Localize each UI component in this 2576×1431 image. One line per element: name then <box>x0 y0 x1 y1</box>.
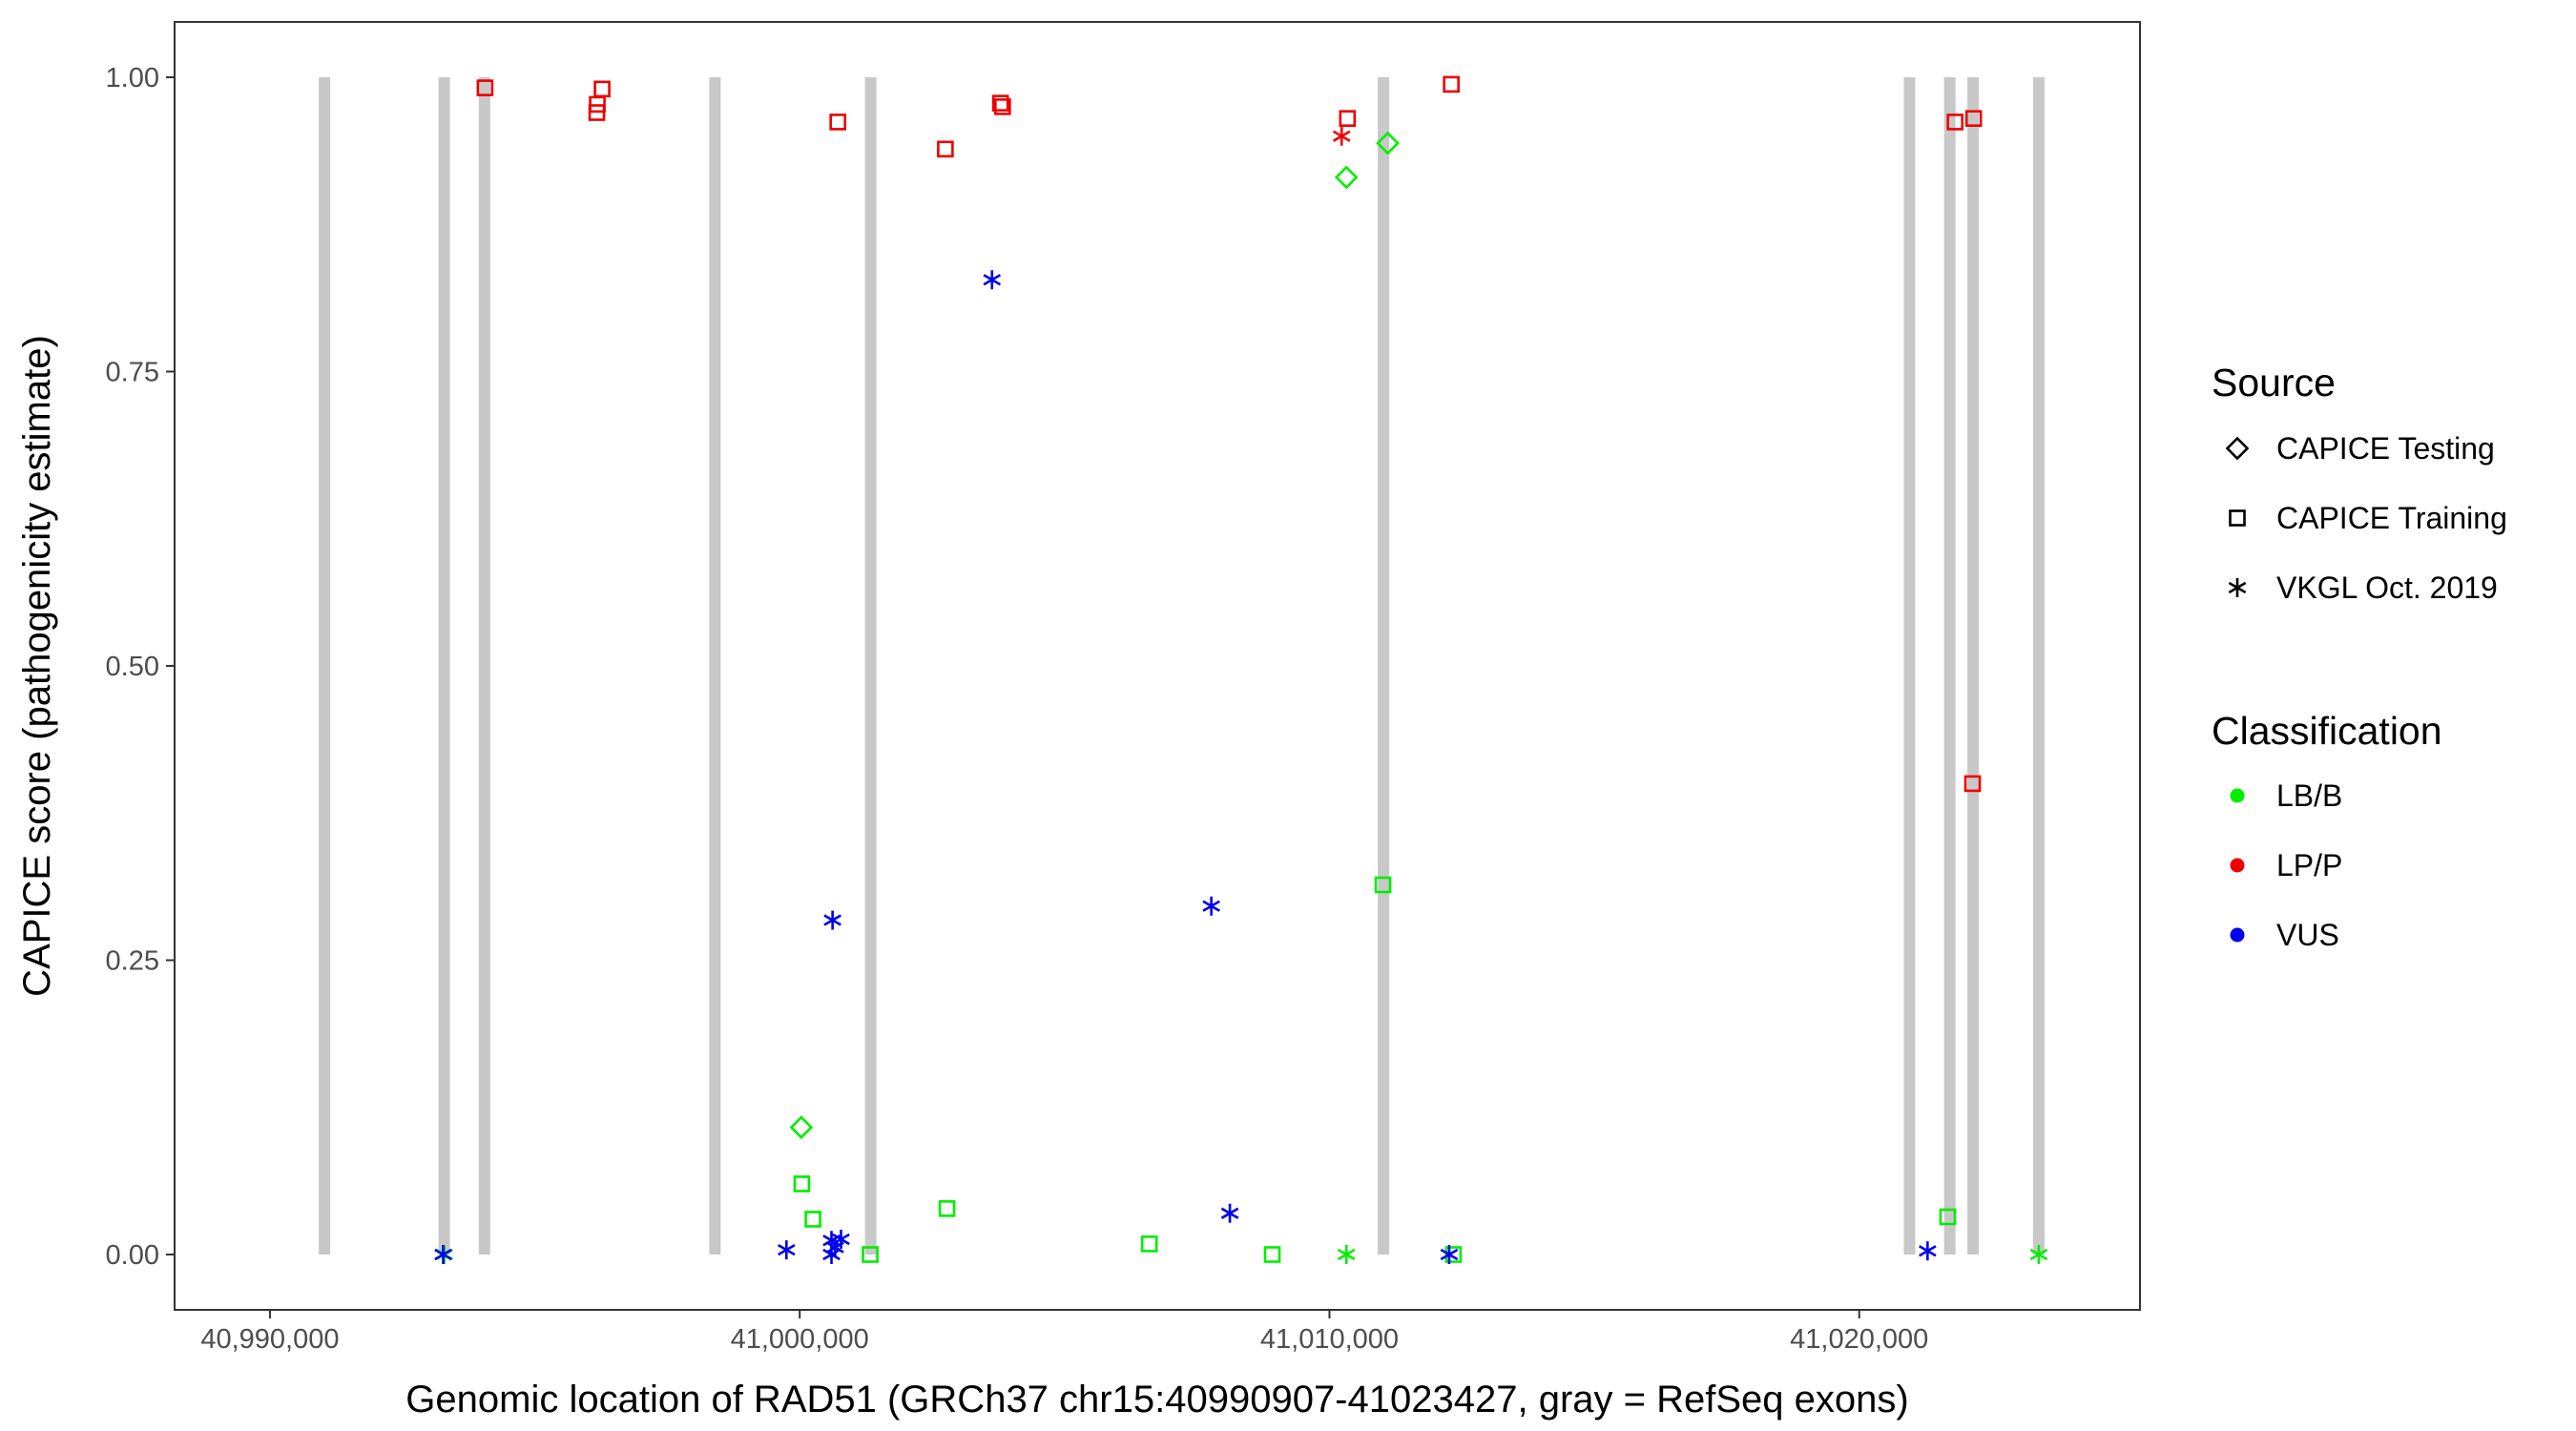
data-point <box>1964 110 1983 127</box>
legend-key-color <box>2230 858 2245 873</box>
legend-title-classification: Classification <box>2212 709 2442 753</box>
data-point <box>2029 1245 2048 1264</box>
exon-band <box>2032 76 2045 1255</box>
data-point <box>1220 1203 1239 1223</box>
legend-label-classification: VUS <box>2276 918 2339 952</box>
legend-key-color <box>2230 927 2245 943</box>
data-point <box>1334 165 1359 190</box>
data-point <box>1263 1246 1281 1263</box>
exon-bands <box>319 76 2045 1255</box>
x-tick-label: 41,000,000 <box>731 1324 869 1355</box>
data-point <box>1963 775 1982 793</box>
exon-band <box>478 76 490 1255</box>
exon-band <box>709 76 721 1255</box>
data-point <box>823 910 841 930</box>
legend: Source CAPICE Testing CAPICE Training VKGL… <box>2212 361 2507 952</box>
y-axis-title: CAPICE score (pathogenicity estimate) <box>16 335 58 997</box>
legend-title-source: Source <box>2212 361 2336 404</box>
data-point <box>434 1245 452 1264</box>
legend-key-diamond <box>2225 436 2250 461</box>
data-point <box>994 98 1011 115</box>
data-point <box>1376 131 1400 156</box>
data-point <box>826 1237 844 1257</box>
x-tick-label: 40,990,000 <box>200 1324 339 1355</box>
exon-band <box>319 76 331 1255</box>
legend-label-source: CAPICE Testing <box>2276 431 2495 466</box>
y-axis: 0.00 0.25 0.50 0.75 1.00 <box>106 63 175 1271</box>
data-point <box>1339 110 1357 127</box>
data-point <box>1444 1246 1463 1263</box>
data-point <box>1440 1245 1459 1264</box>
data-point <box>804 1211 821 1228</box>
legend-label-source: VKGL Oct. 2019 <box>2276 570 2498 605</box>
x-axis: 40,990,000 41,000,000 41,010,000 41,020,000 <box>200 1310 1928 1355</box>
source-legend-items: CAPICE Testing CAPICE Training VKGL Oct. 2… <box>2225 431 2507 605</box>
x-tick-label: 41,010,000 <box>1260 1324 1399 1355</box>
exon-band <box>1967 76 1980 1255</box>
data-point <box>822 1245 841 1264</box>
data-point <box>1374 876 1392 894</box>
data-point <box>1946 114 1964 131</box>
legend-label-source: CAPICE Training <box>2276 501 2507 535</box>
x-tick-label: 41,020,000 <box>1790 1324 1928 1355</box>
data-point <box>789 1115 814 1140</box>
y-tick-label: 0.00 <box>106 1240 159 1271</box>
data-points <box>434 75 2048 1264</box>
data-point <box>1202 896 1220 916</box>
data-point <box>829 114 846 131</box>
exon-band <box>1378 76 1390 1255</box>
data-point <box>1443 75 1460 93</box>
classification-legend-items: LB/B LP/P VUS <box>2230 778 2342 952</box>
data-point <box>1337 1245 1356 1264</box>
data-point <box>588 104 606 121</box>
exon-band <box>864 76 877 1255</box>
plot-panel <box>175 22 2140 1310</box>
data-point <box>1332 126 1351 146</box>
legend-key-asterisk <box>2228 578 2247 597</box>
legend-label-classification: LB/B <box>2276 778 2342 813</box>
legend-key-color <box>2230 788 2245 803</box>
exon-band <box>1903 76 1916 1255</box>
data-point <box>793 1175 811 1192</box>
y-tick-label: 0.50 <box>106 652 159 682</box>
exon-band <box>438 76 450 1255</box>
data-point <box>938 1200 956 1217</box>
data-point <box>1939 1208 1957 1226</box>
y-tick-label: 1.00 <box>106 63 159 93</box>
data-point <box>983 270 1002 290</box>
plot-area <box>174 21 2141 1311</box>
y-tick-label: 0.25 <box>106 946 159 977</box>
data-point <box>1140 1235 1158 1253</box>
data-point <box>991 94 1009 112</box>
exon-band <box>1943 76 1956 1255</box>
x-axis-title: Genomic location of RAD51 (GRCh37 chr15:… <box>405 1379 1908 1421</box>
y-tick-label: 0.75 <box>106 357 159 387</box>
data-point <box>476 79 494 96</box>
data-point <box>937 140 954 158</box>
legend-label-classification: LP/P <box>2276 848 2342 882</box>
data-point <box>778 1240 796 1260</box>
legend-key-square <box>2229 509 2246 527</box>
data-point <box>862 1246 879 1263</box>
data-point <box>1919 1241 1937 1261</box>
